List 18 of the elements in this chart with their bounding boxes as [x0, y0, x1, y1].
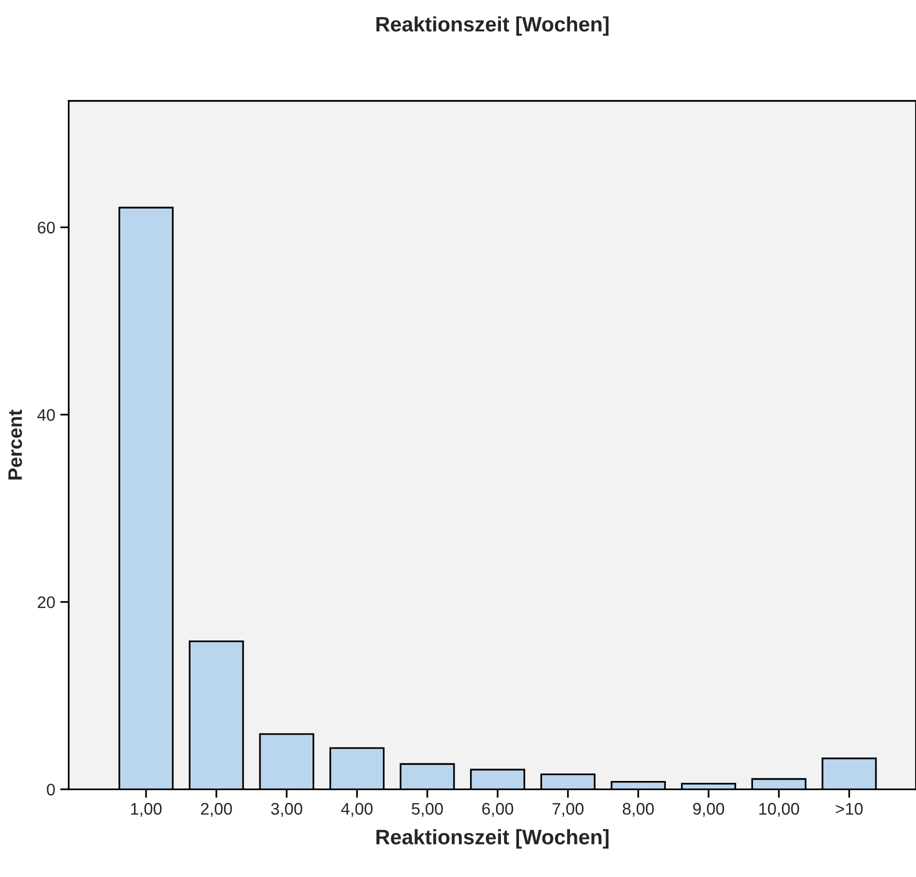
x-tick-label: 4,00: [341, 802, 373, 817]
y-tick-label: 0: [46, 784, 55, 796]
y-tick-label: 40: [37, 409, 55, 421]
x-axis-title: Reaktionszeit [Wochen]: [376, 829, 608, 849]
y-tick-label: 60: [38, 222, 55, 234]
x-tick-label: 7,00: [552, 802, 584, 817]
x-tick-label: 1,00: [131, 802, 162, 817]
x-tick-label: 8,00: [622, 802, 654, 817]
x-tick-label: >10: [836, 802, 863, 815]
x-tick-label: 5,00: [412, 802, 443, 817]
chart-title: Reaktionszeit [Wochen]: [376, 16, 608, 36]
x-tick-label: 3,00: [271, 802, 302, 817]
y-axis-title: Percent: [8, 410, 22, 480]
x-tick-label: 2,00: [200, 802, 232, 817]
y-tick-label: 20: [38, 596, 55, 608]
x-tick-label: 6,00: [482, 802, 514, 817]
x-tick-label: 10,00: [759, 802, 800, 817]
x-tick-label: 9,00: [693, 802, 724, 817]
